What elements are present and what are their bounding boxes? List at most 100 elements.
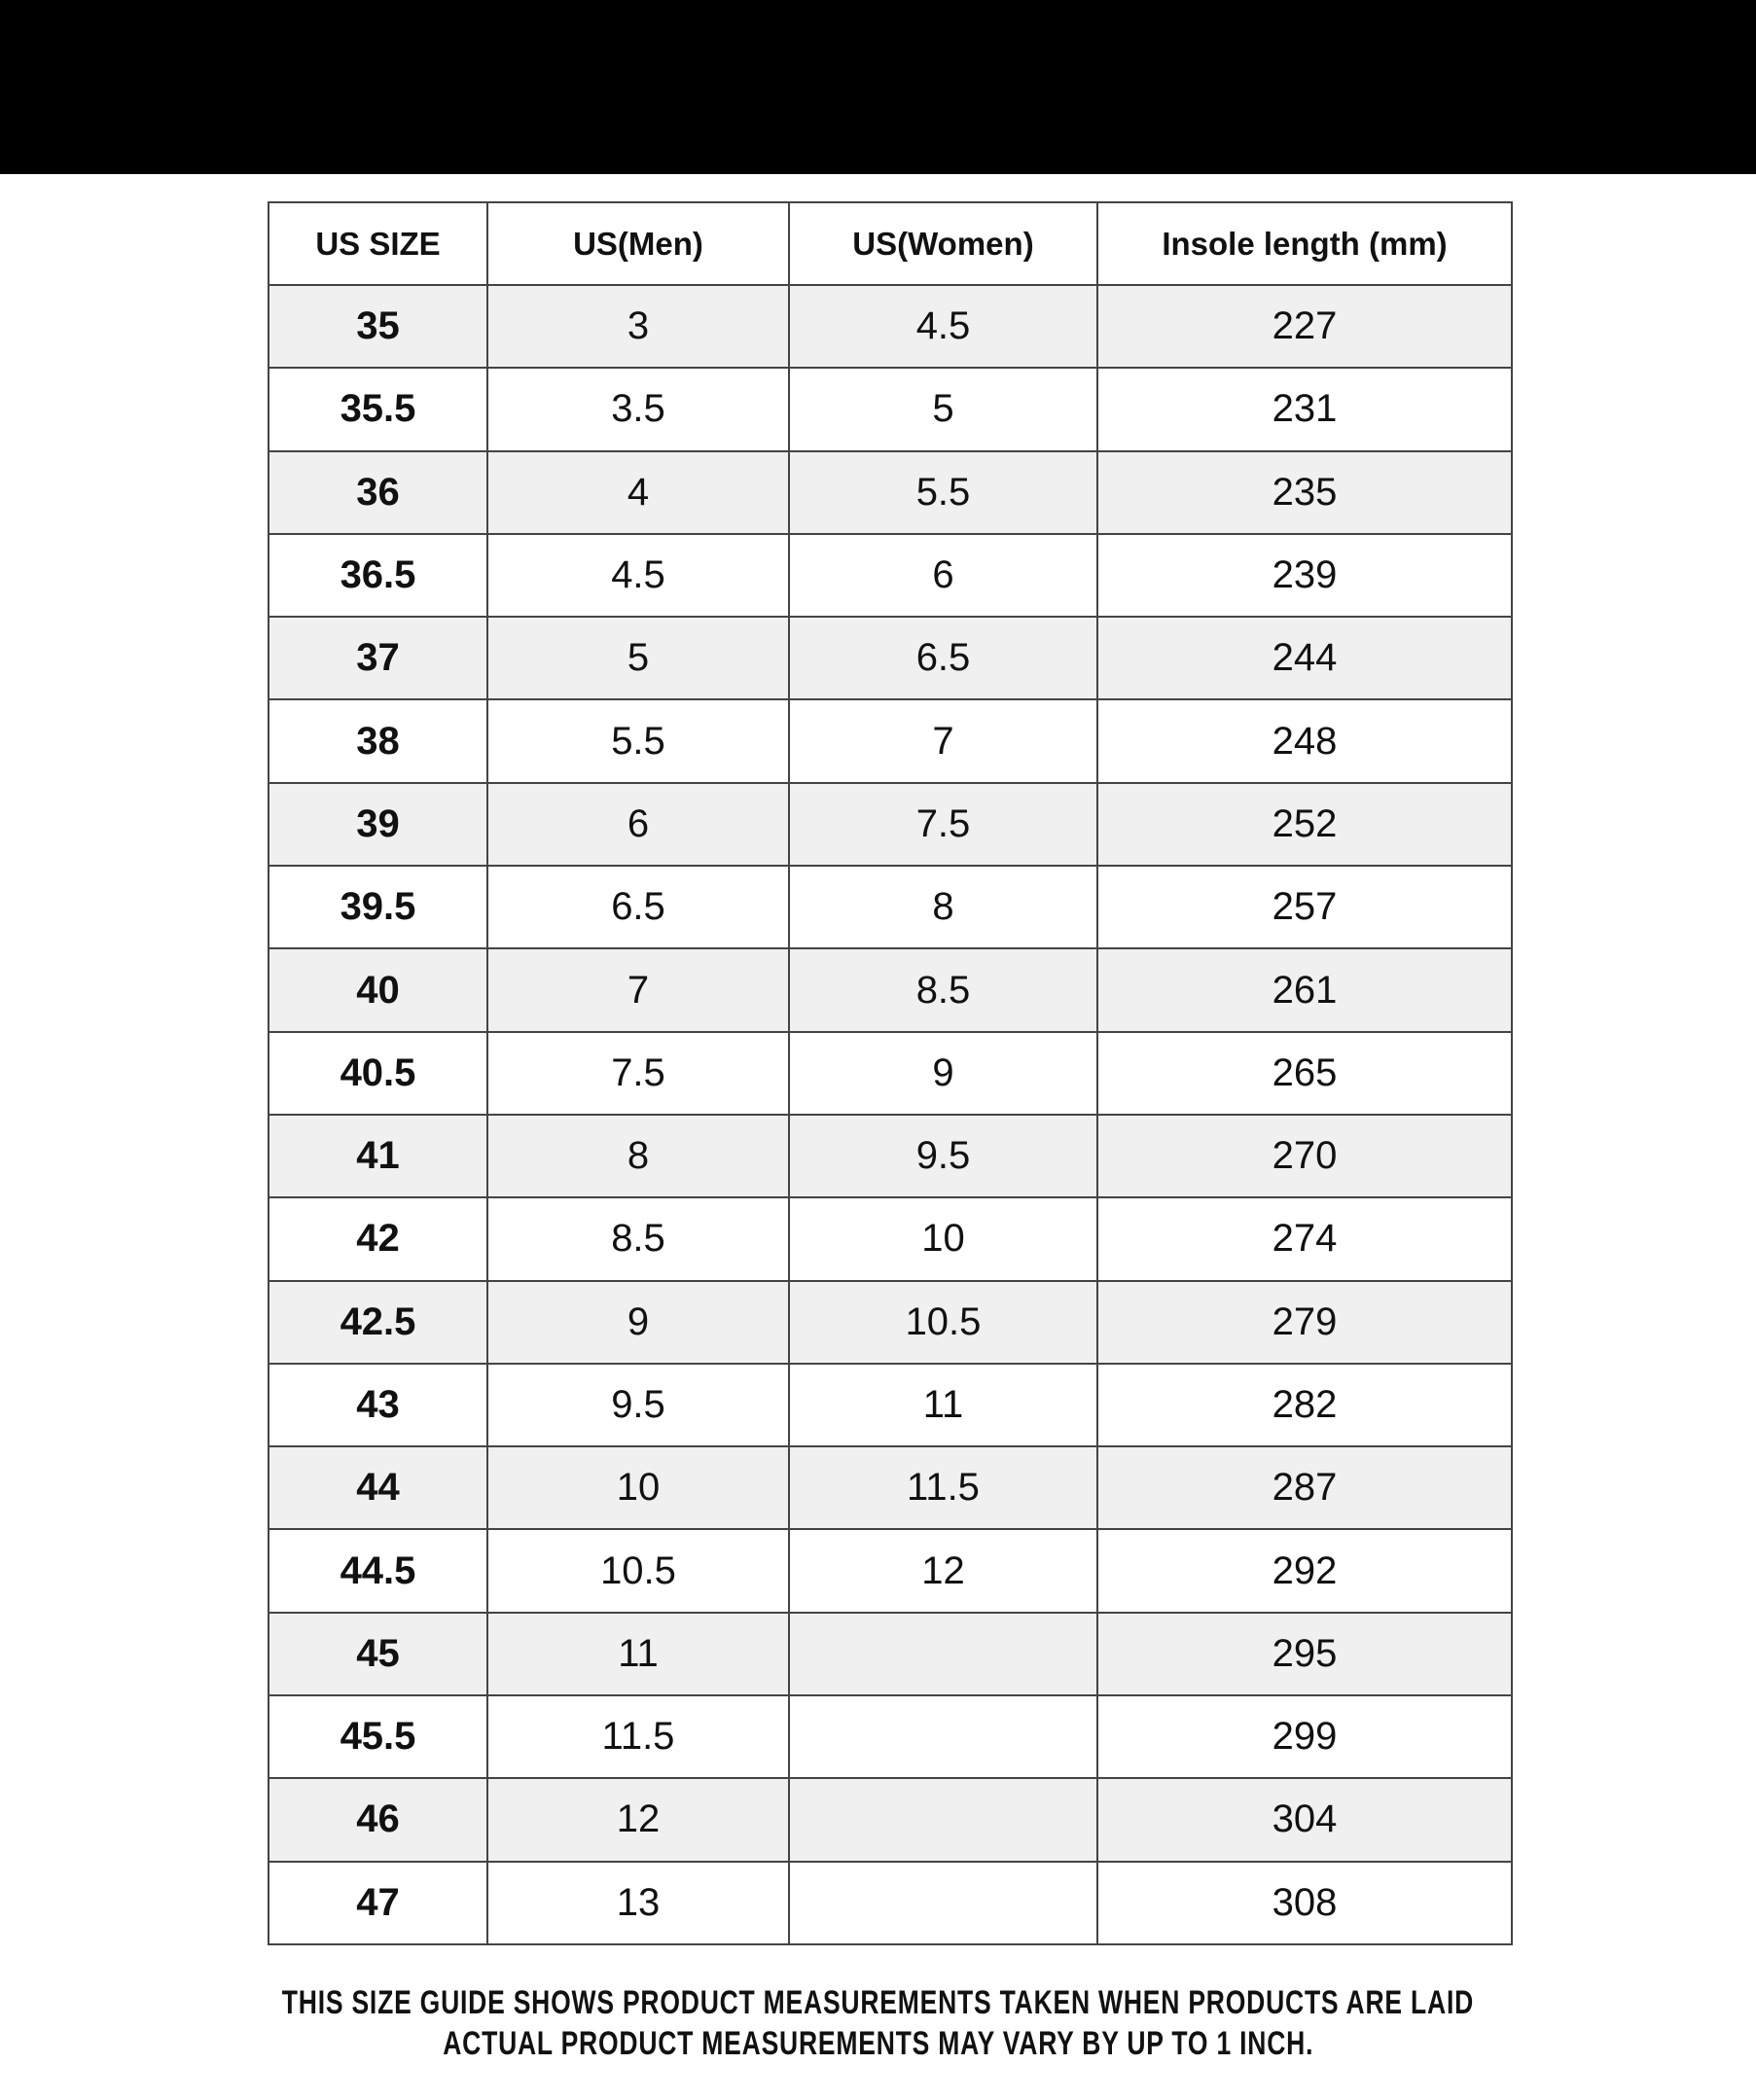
cell-us-men: 5 (486, 616, 790, 701)
cell-us-men: 13 (486, 1860, 790, 1945)
cell-us-men: 3 (486, 283, 790, 370)
cell-us-women: 6 (788, 532, 1098, 619)
cell-eu-size: 44.5 (268, 1528, 488, 1614)
cell-us-men: 9 (486, 1279, 790, 1365)
cell-us-men: 11.5 (486, 1694, 790, 1780)
cell-us-women: 6.5 (788, 616, 1098, 701)
cell-eu-size: 44 (268, 1445, 488, 1531)
cell-insole-length: 274 (1096, 1196, 1513, 1282)
cell-us-men: 7.5 (486, 1030, 790, 1116)
cell-insole-length: 235 (1096, 449, 1513, 535)
footer-note-line1: THIS SIZE GUIDE SHOWS PRODUCT MEASUREMEN… (0, 1984, 1756, 2022)
table-row: 37 5 6.5 244 (268, 616, 1513, 701)
cell-eu-size: 41 (268, 1113, 488, 1199)
cell-us-women: 11 (788, 1362, 1098, 1448)
table-row: 44.5 10.5 12 292 (268, 1528, 1513, 1614)
cell-eu-size: 47 (268, 1860, 488, 1945)
cell-us-men: 10 (486, 1445, 790, 1531)
cell-us-women (788, 1777, 1098, 1863)
cell-eu-size: 42.5 (268, 1279, 488, 1365)
cell-us-women: 5 (788, 367, 1098, 452)
table-row: 43 9.5 11 282 (268, 1362, 1513, 1448)
cell-us-men: 8.5 (486, 1196, 790, 1282)
cell-us-women: 8.5 (788, 947, 1098, 1033)
cell-insole-length: 299 (1096, 1694, 1513, 1780)
cell-us-men: 9.5 (486, 1362, 790, 1448)
table-row: 41 8 9.5 270 (268, 1113, 1513, 1199)
cell-us-women: 10 (788, 1196, 1098, 1282)
header-row: US SIZE US(Men) US(Women) Insole length … (268, 201, 1513, 286)
table-row: 35 3 4.5 227 (268, 283, 1513, 370)
table-row: 45.5 11.5 299 (268, 1694, 1513, 1780)
cell-us-women: 11.5 (788, 1445, 1098, 1531)
cell-insole-length: 270 (1096, 1113, 1513, 1199)
cell-us-men: 12 (486, 1777, 790, 1863)
cell-insole-length: 244 (1096, 616, 1513, 701)
cell-eu-size: 40.5 (268, 1030, 488, 1116)
cell-us-men: 10.5 (486, 1528, 790, 1614)
cell-insole-length: 292 (1096, 1528, 1513, 1614)
table-row: 39.5 6.5 8 257 (268, 865, 1513, 950)
cell-us-men: 5.5 (486, 698, 790, 784)
table-row: 39 6 7.5 252 (268, 781, 1513, 868)
cell-insole-length: 282 (1096, 1362, 1513, 1448)
cell-us-women: 7 (788, 698, 1098, 784)
cell-insole-length: 304 (1096, 1777, 1513, 1863)
cell-us-women: 8 (788, 865, 1098, 950)
header-us-women: US(Women) (788, 201, 1098, 286)
cell-us-women: 4.5 (788, 283, 1098, 370)
table-row: 40 7 8.5 261 (268, 947, 1513, 1033)
cell-eu-size: 35.5 (268, 367, 488, 452)
cell-us-men: 11 (486, 1611, 790, 1697)
cell-us-men: 4 (486, 449, 790, 535)
cell-eu-size: 36.5 (268, 532, 488, 619)
cell-us-women: 12 (788, 1528, 1098, 1614)
footer-note-line2: ACTUAL PRODUCT MEASUREMENTS MAY VARY BY … (0, 2025, 1756, 2063)
cell-us-men: 8 (486, 1113, 790, 1199)
cell-us-men: 4.5 (486, 532, 790, 619)
table-row: 42 8.5 10 274 (268, 1196, 1513, 1282)
cell-insole-length: 231 (1096, 367, 1513, 452)
cell-us-women: 9 (788, 1030, 1098, 1116)
cell-insole-length: 248 (1096, 698, 1513, 784)
header-us-men: US(Men) (486, 201, 790, 286)
cell-eu-size: 37 (268, 616, 488, 701)
cell-eu-size: 35 (268, 283, 488, 370)
cell-insole-length: 287 (1096, 1445, 1513, 1531)
cell-us-women: 7.5 (788, 781, 1098, 868)
cell-eu-size: 46 (268, 1777, 488, 1863)
cell-eu-size: 45 (268, 1611, 488, 1697)
cell-eu-size: 39.5 (268, 865, 488, 950)
cell-us-women (788, 1611, 1098, 1697)
cell-eu-size: 40 (268, 947, 488, 1033)
table-row: 46 12 304 (268, 1777, 1513, 1863)
cell-eu-size: 36 (268, 449, 488, 535)
table-row: 47 13 308 (268, 1860, 1513, 1945)
table-row: 45 11 295 (268, 1611, 1513, 1697)
cell-eu-size: 43 (268, 1362, 488, 1448)
cell-eu-size: 45.5 (268, 1694, 488, 1780)
cell-eu-size: 38 (268, 698, 488, 784)
top-black-band (0, 0, 1756, 174)
cell-us-men: 6 (486, 781, 790, 868)
cell-us-men: 6.5 (486, 865, 790, 950)
cell-insole-length: 265 (1096, 1030, 1513, 1116)
cell-eu-size: 42 (268, 1196, 488, 1282)
cell-insole-length: 295 (1096, 1611, 1513, 1697)
table-row: 42.5 9 10.5 279 (268, 1279, 1513, 1365)
header-insole-length: Insole length (mm) (1096, 201, 1513, 286)
table-row: 36 4 5.5 235 (268, 449, 1513, 535)
cell-us-men: 3.5 (486, 367, 790, 452)
cell-insole-length: 279 (1096, 1279, 1513, 1365)
size-chart-table: US SIZE US(Men) US(Women) Insole length … (268, 201, 1513, 1945)
cell-insole-length: 239 (1096, 532, 1513, 619)
cell-us-women: 10.5 (788, 1279, 1098, 1365)
cell-eu-size: 39 (268, 781, 488, 868)
cell-us-men: 7 (486, 947, 790, 1033)
cell-insole-length: 227 (1096, 283, 1513, 370)
table-row: 38 5.5 7 248 (268, 698, 1513, 784)
table-row: 44 10 11.5 287 (268, 1445, 1513, 1531)
cell-insole-length: 261 (1096, 947, 1513, 1033)
table-row: 35.5 3.5 5 231 (268, 367, 1513, 452)
footer-line1-text: THIS SIZE GUIDE SHOWS PRODUCT MEASUREMEN… (281, 1984, 1475, 2021)
